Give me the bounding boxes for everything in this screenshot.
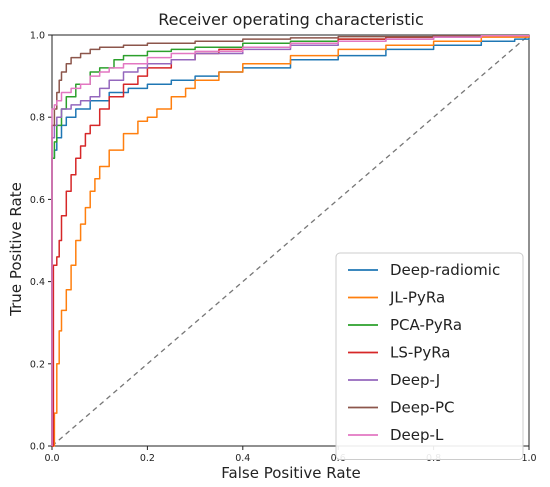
series-line-deep-radiomic	[51, 35, 530, 446]
legend-label-deep-radiomic: Deep-radiomic	[390, 261, 500, 279]
legend-label-pca-pyra: PCA-PyRa	[390, 316, 462, 334]
y-axis-label: True Positive Rate	[7, 182, 25, 317]
chart-title: Receiver operating characteristic	[158, 10, 424, 29]
x-tick-label: 1.0	[521, 453, 536, 464]
y-tick-label: 0.0	[30, 442, 45, 453]
legend-label-deep-l: Deep-L	[390, 426, 444, 444]
chance-diagonal	[51, 34, 530, 447]
series-line-deep-pc	[51, 35, 530, 446]
x-tick-label: 0.0	[44, 453, 59, 464]
series-line-jl-pyra	[52, 35, 530, 447]
plot-area: 0.00.20.40.60.81.00.00.20.40.60.81.0	[30, 31, 537, 465]
legend-label-deep-pc: Deep-PC	[390, 399, 454, 417]
legend-label-deep-j: Deep-J	[390, 371, 440, 389]
legend-label-jl-pyra: JL-PyRa	[389, 289, 445, 307]
x-axis-label: False Positive Rate	[221, 464, 360, 482]
series-line-deep-l	[51, 35, 530, 446]
x-tick-label: 0.2	[140, 453, 155, 464]
legend-box	[335, 252, 524, 460]
legend-label-ls-pyra: LS-PyRa	[390, 344, 451, 362]
y-tick-label: 0.2	[30, 359, 45, 370]
y-tick-label: 0.4	[30, 277, 45, 288]
y-tick-label: 1.0	[30, 31, 45, 42]
y-tick-label: 0.6	[30, 195, 45, 206]
x-tick-label: 0.4	[235, 453, 250, 464]
y-tick-label: 0.8	[30, 113, 45, 124]
legend: Deep-radiomic JL-PyRa PCA-PyRa LS-PyRa Deep-…	[335, 252, 524, 460]
